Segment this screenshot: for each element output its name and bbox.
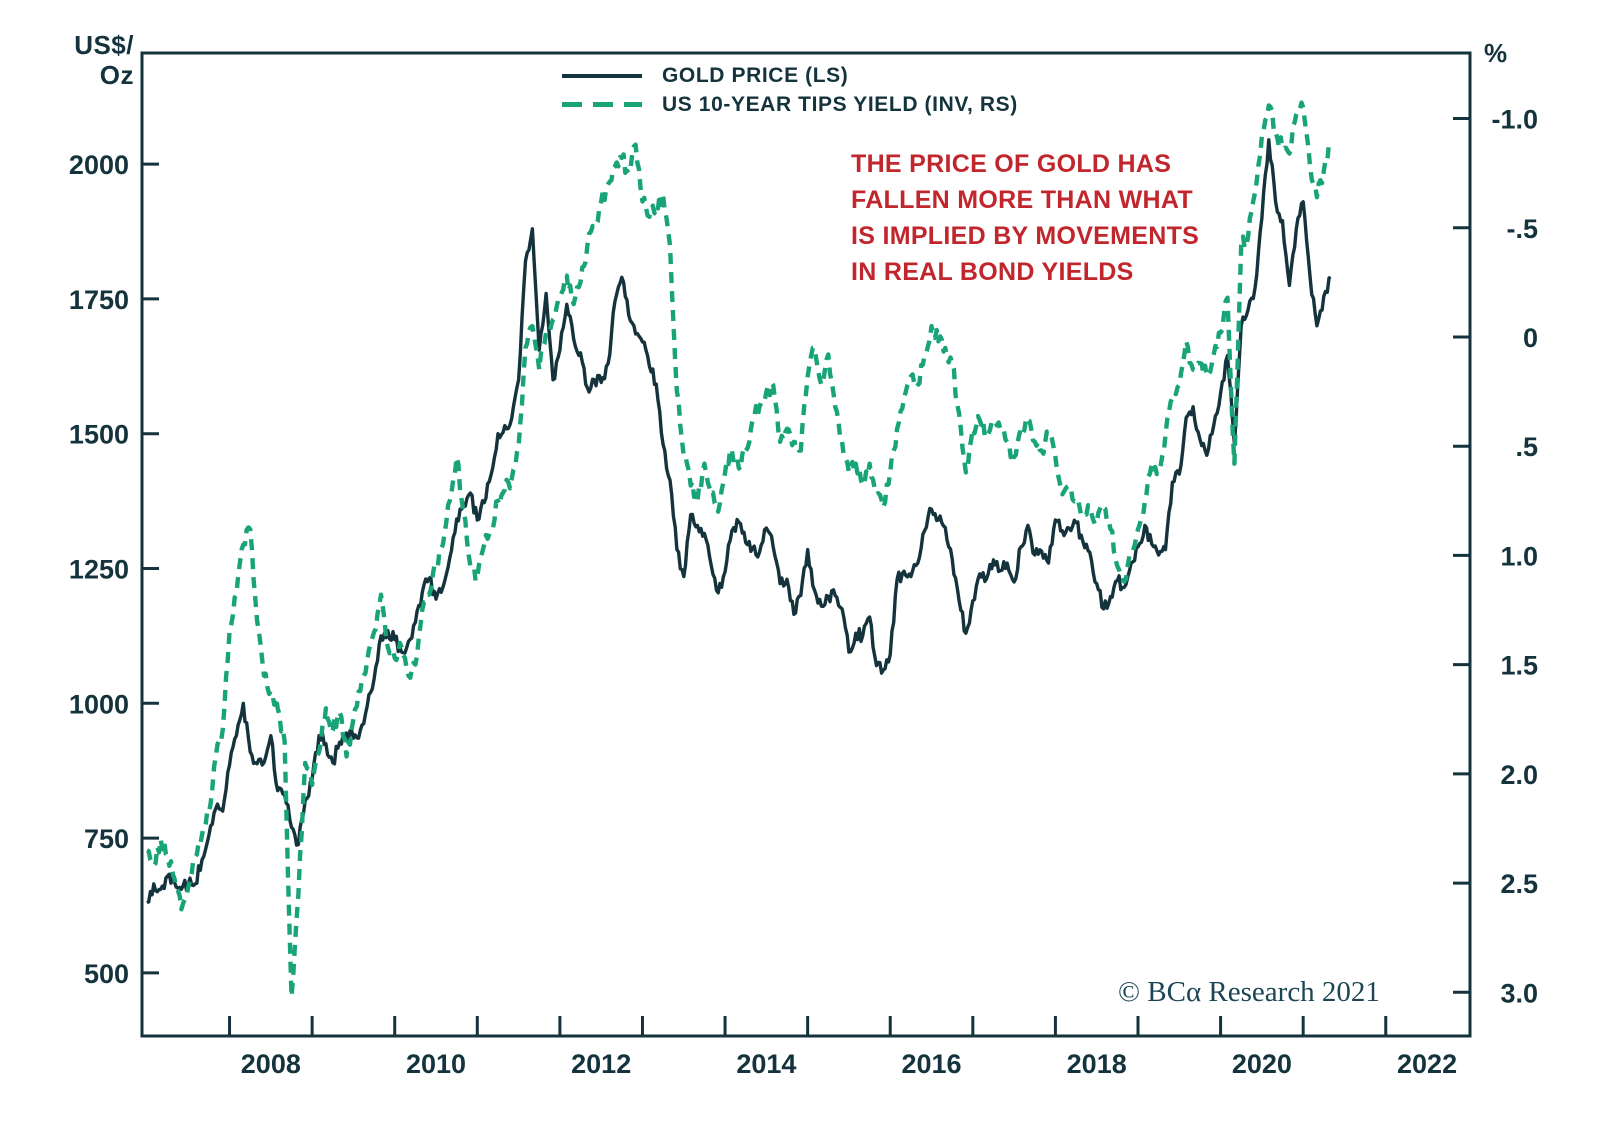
left-axis-unit-line2: Oz [99,60,134,90]
right-axis-tick-label: .5 [1515,432,1538,462]
legend-item-gold: GOLD PRICE (LS) [562,61,1018,90]
left-axis-tick-label: 1000 [69,689,129,719]
x-axis-tick-label: 2012 [571,1049,631,1079]
right-axis-tick-label: 1.0 [1500,541,1538,571]
annotation-line-3: IS IMPLIED BY MOVEMENTS [851,222,1200,250]
left-axis-unit-line1: US$/ [74,30,134,60]
x-axis-tick-label: 2016 [901,1049,961,1079]
right-axis-tick-label: -.5 [1506,214,1538,244]
plot-frame [140,51,1472,1038]
x-axis-tick-label: 2010 [406,1049,466,1079]
left-axis-tick-label: 1250 [69,554,129,584]
right-axis-tick-label: 2.0 [1500,760,1538,790]
right-axis-tick-label: 2.5 [1500,869,1538,899]
left-axis-unit-label: US$/ Oz [58,30,134,90]
annotation-line-1: THE PRICE OF GOLD HAS [851,150,1172,178]
copyright-text: © BCα Research 2021 [1118,976,1380,1008]
left-axis-tick-label: 750 [84,824,129,854]
right-axis-tick-label: -1.0 [1491,105,1538,135]
annotation-line-4: IN REAL BOND YIELDS [851,258,1134,286]
x-axis-tick-label: 2008 [241,1049,301,1079]
legend-item-tips: US 10-YEAR TIPS YIELD (INV, RS) [562,90,1018,119]
left-axis-tick-label: 2000 [69,150,129,180]
annotation-text: THE PRICE OF GOLD HAS FALLEN MORE THAN W… [851,146,1199,290]
tips-yield-line [146,100,1333,999]
legend: GOLD PRICE (LS) US 10-YEAR TIPS YIELD (I… [562,61,1018,119]
left-axis-tick-label: 1500 [69,420,129,450]
legend-label-tips: US 10-YEAR TIPS YIELD (INV, RS) [662,92,1018,116]
gold-line-swatch-icon [562,73,642,78]
tips-line-swatch-icon [562,102,642,107]
left-axis-tick-label: 1750 [69,285,129,315]
x-axis-tick-label: 2018 [1067,1049,1127,1079]
left-axis-tick-label: 500 [84,959,129,989]
x-axis-tick-label: 2014 [736,1049,796,1079]
right-axis-tick-label: 0 [1523,323,1538,353]
x-axis-tick-label: 2022 [1397,1049,1457,1079]
right-axis-tick-label: 3.0 [1500,978,1538,1008]
annotation-line-2: FALLEN MORE THAN WHAT [851,186,1193,214]
x-axis-tick-label: 2020 [1232,1049,1292,1079]
right-axis-tick-label: 1.5 [1500,651,1538,681]
right-axis-unit-label: % [1484,38,1508,68]
legend-label-gold: GOLD PRICE (LS) [662,63,849,87]
